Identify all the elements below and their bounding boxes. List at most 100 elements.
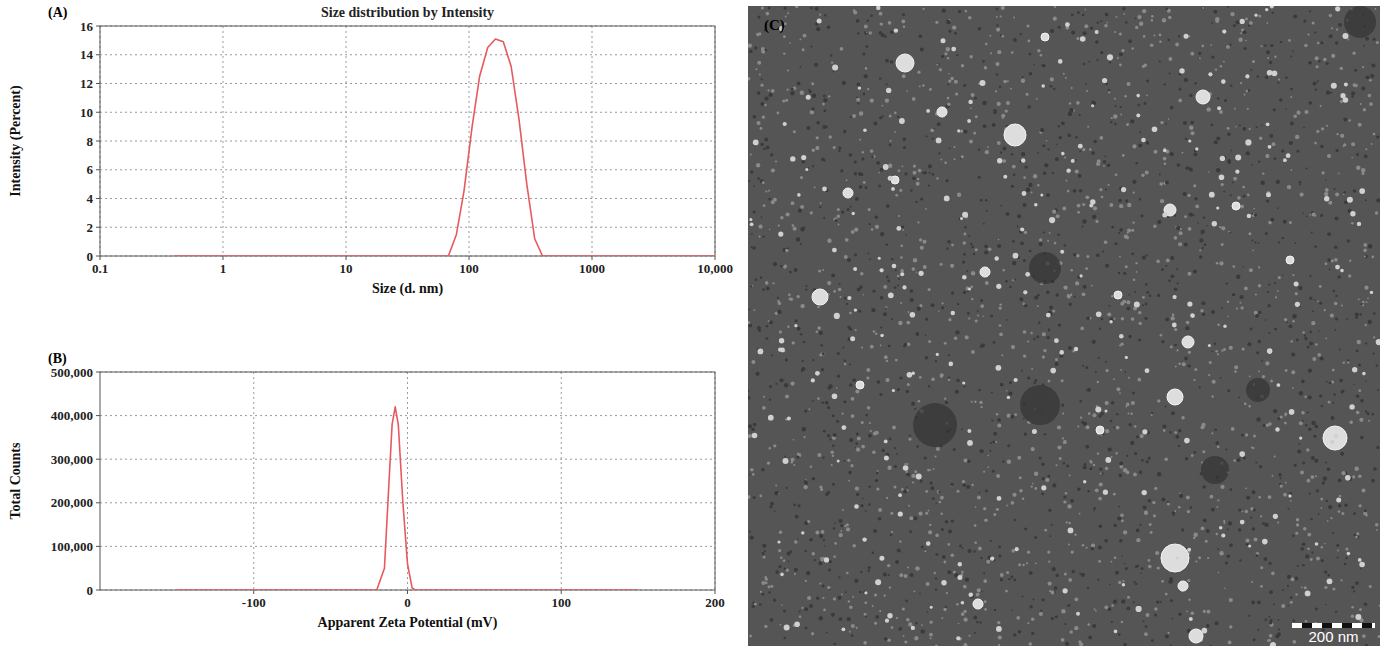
grain (1138, 311, 1141, 314)
grain (968, 317, 970, 319)
grain (1074, 534, 1076, 536)
grain (1202, 301, 1206, 305)
grain (1356, 350, 1359, 353)
grain (753, 211, 756, 214)
grain (1111, 561, 1113, 563)
grain (899, 189, 902, 192)
grain (801, 160, 805, 164)
grain (1079, 513, 1081, 515)
grain (1182, 362, 1186, 366)
grain (1120, 513, 1124, 517)
grain (922, 84, 925, 87)
grain (862, 151, 864, 153)
grain (944, 561, 947, 564)
grain (779, 531, 782, 534)
grain (1314, 459, 1318, 463)
grain (1068, 578, 1072, 582)
grain (913, 171, 917, 175)
grain (1251, 601, 1255, 605)
grain (1344, 201, 1348, 205)
grain (856, 98, 860, 102)
grain (1244, 47, 1247, 50)
tick-label: 14 (80, 47, 94, 62)
tick-mark (253, 590, 254, 594)
grain (1315, 425, 1319, 429)
grain (760, 179, 764, 183)
grain (864, 74, 868, 78)
grid-line (469, 26, 470, 256)
grain (1253, 208, 1255, 210)
grain (1047, 474, 1050, 477)
grain (996, 508, 999, 511)
grain (1215, 68, 1217, 70)
grain (1210, 44, 1212, 46)
grain (758, 32, 761, 35)
grain (1108, 305, 1110, 307)
grain (875, 216, 878, 219)
grain (830, 54, 832, 56)
grain (1146, 460, 1149, 463)
grain (935, 534, 939, 538)
grain (1199, 255, 1202, 258)
grain (802, 48, 805, 51)
grain (1146, 613, 1150, 617)
grain (1247, 194, 1250, 197)
grain (1181, 528, 1184, 531)
grain (760, 127, 763, 130)
grain (1353, 383, 1355, 385)
grain (1145, 171, 1149, 175)
grain (1337, 557, 1339, 559)
grid-line (253, 372, 254, 590)
grain (864, 24, 868, 28)
grain (998, 239, 1000, 241)
grain (1287, 585, 1289, 587)
grain (1279, 98, 1283, 102)
grain (1379, 605, 1380, 607)
grain (1309, 214, 1311, 216)
grain (1184, 357, 1188, 361)
grain (1290, 96, 1292, 98)
grain (1307, 533, 1311, 537)
grain (1133, 473, 1137, 477)
grain (1012, 609, 1014, 611)
grain (1010, 88, 1012, 90)
grain (1011, 153, 1013, 155)
grain (867, 88, 869, 90)
grain (1188, 194, 1191, 197)
grain (1178, 99, 1182, 103)
grain (1000, 578, 1003, 581)
grain (1252, 447, 1255, 450)
grain (873, 432, 877, 436)
grain (1151, 639, 1154, 642)
grain (895, 359, 898, 362)
grain (1336, 133, 1338, 135)
grain (1084, 24, 1088, 28)
grain (759, 225, 763, 229)
grain (1133, 278, 1136, 281)
grain (1023, 259, 1026, 262)
grain (1198, 52, 1201, 55)
grain (1265, 619, 1267, 621)
grain (902, 74, 906, 78)
grain (883, 573, 887, 577)
grain (946, 179, 949, 182)
grain (1109, 203, 1113, 207)
grain (1185, 326, 1189, 330)
grain (1343, 145, 1345, 147)
grain (1240, 32, 1242, 34)
grain (937, 122, 941, 126)
grain (1128, 377, 1130, 379)
grain (1064, 286, 1066, 288)
grain (1125, 567, 1128, 570)
grain (1110, 420, 1113, 423)
grain (1118, 232, 1120, 234)
grain (787, 89, 789, 91)
grain (910, 573, 914, 577)
grain (1215, 350, 1217, 352)
grain (1216, 533, 1219, 536)
grain (1351, 606, 1354, 609)
grain (888, 345, 891, 348)
grain (1223, 191, 1225, 193)
grain (1335, 610, 1337, 612)
grain (917, 178, 920, 181)
